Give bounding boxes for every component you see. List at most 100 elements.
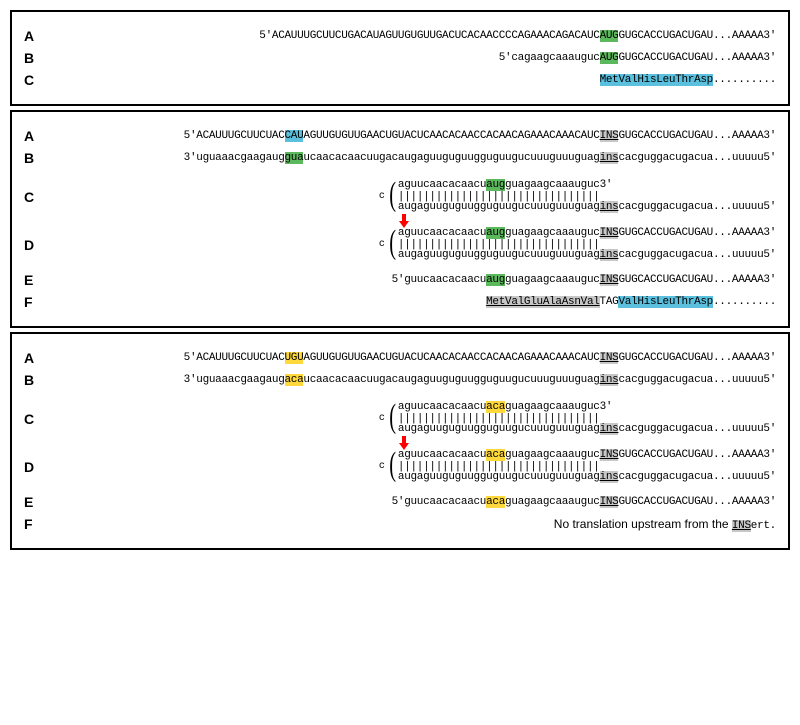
sequence-cell: 5'ACAUUUGCUUCUACUGUAGUUGUGUUGAACUGUACUCA…: [46, 352, 776, 364]
seq-segment: ins: [600, 471, 619, 483]
seq-segment: aug: [486, 179, 505, 191]
sequence-row: E5'guucaacacaacuacaguagaagcaaaugucINSGUG…: [24, 494, 776, 510]
seq-segment: aguucaacacaacu: [398, 449, 486, 461]
brace-c: c: [379, 239, 385, 250]
row-label: E: [24, 494, 46, 510]
seq-segment: ins: [600, 423, 619, 435]
seq-segment: AUG: [600, 52, 619, 64]
seq-segment: CAU: [285, 130, 304, 142]
brace-icon: (: [389, 448, 396, 482]
brace-c: c: [379, 461, 385, 472]
seq-segment: GUGCACCUGACUGAU...AAAAA3': [618, 496, 776, 508]
seq-segment: AUG: [600, 30, 619, 42]
sequence-cell: (caguucaacacaacuaugguagaagcaaauguc3'||||…: [46, 180, 776, 214]
seq-segment: INS: [600, 449, 619, 461]
row-label: C: [24, 72, 46, 88]
sequence-pair-row: C(caguucaacacaacuaugguagaagcaaauguc3'|||…: [24, 180, 776, 214]
seq-segment: ucaacacaacuugacaugaguuguguugguguugucuuug…: [303, 374, 599, 386]
sequence-cell: 3'uguaaacgaagaugacaucaacacaacuugacaugagu…: [46, 374, 776, 386]
brace-icon: (: [389, 178, 396, 212]
seq-segment: GUGCACCUGACUGAU...AAAAA3': [618, 52, 776, 64]
seq-segment: UGU: [285, 352, 304, 364]
sequence-row: A5'ACAUUUGCUUCUACUGUAGUUGUGUUGAACUGUACUC…: [24, 350, 776, 366]
brace-icon: (: [389, 226, 396, 260]
sequence-cell: MetValGluAlaAsnValTAGValHisLeuThrAsp....…: [46, 296, 776, 308]
seq-segment: augaguuguguugguguugucuuuguuuguag: [398, 423, 600, 435]
sequence-cell: 3'uguaaacgaagaugguaucaacacaacuugacaugagu…: [46, 152, 776, 164]
seq-segment: 5'cagaagcaaauguc: [499, 52, 600, 64]
arrow-icon: [398, 436, 410, 450]
pair-block: (caguucaacacaacuacaguagaagcaaaugucINSGUG…: [398, 450, 776, 484]
seq-segment: 5'guucaacacaacu: [392, 496, 487, 508]
seq-segment: aca: [486, 449, 505, 461]
pair-top: aguucaacacaacuacaguagaagcaaaugucINSGUGCA…: [398, 450, 776, 462]
seq-segment: cacguggacugacua...uuuuu5': [618, 471, 776, 483]
seq-segment: INS: [732, 520, 751, 532]
seq-segment: No translation upstream from the: [554, 517, 732, 531]
seq-segment: ins: [600, 201, 619, 213]
sequence-row: F No translation upstream from the INSert…: [24, 516, 776, 532]
pair-block: (caguucaacacaacuaugguagaagcaaaugucINSGUG…: [398, 228, 776, 262]
pair-bottom: augaguuguguugguguugucuuuguuuguaginscacgu…: [398, 202, 776, 214]
row-label: B: [24, 150, 46, 166]
seq-segment: cacguggacugacua...uuuuu5': [618, 249, 776, 261]
seq-segment: GUGCACCUGACUGAU...AAAAA3': [618, 227, 776, 239]
seq-segment: 5'ACAUUUGCUUCUGACAUAGUUGUGUUGACUCACAACCC…: [259, 30, 599, 42]
pair-block: (caguucaacacaacuaugguagaagcaaauguc3'||||…: [398, 180, 776, 214]
panel: A5'ACAUUUGCUUCUGACAUAGUUGUGUUGACUCACAACC…: [10, 10, 790, 106]
seq-segment: guagaagcaaauguc3': [505, 401, 612, 413]
sequence-cell: 5'guucaacacaacuaugguagaagcaaaugucINSGUGC…: [46, 274, 776, 286]
seq-segment: AGUUGUGUUGAACUGUACUCAACACAACCACAACAGAAAC…: [303, 352, 599, 364]
seq-segment: GUGCACCUGACUGAU...AAAAA3': [618, 30, 776, 42]
row-label: A: [24, 128, 46, 144]
sequence-row: B3'uguaaacgaagaugacaucaacacaacuugacaugag…: [24, 372, 776, 388]
seq-segment: ..........: [713, 74, 776, 86]
seq-segment: cacguggacugacua...uuuuu5': [618, 201, 776, 213]
seq-segment: aug: [486, 227, 505, 239]
sequence-cell: 5'guucaacacaacuacaguagaagcaaaugucINSGUGC…: [46, 496, 776, 508]
sequence-pair-row: D(caguucaacacaacuaugguagaagcaaaugucINSGU…: [24, 228, 776, 262]
sequence-cell: (caguucaacacaacuacaguagaagcaaauguc3'||||…: [46, 402, 776, 436]
pair-bottom: augaguuguguugguguugucuuuguuuguaginscacgu…: [398, 424, 776, 436]
pair-top: aguucaacacaacuaugguagaagcaaaugucINSGUGCA…: [398, 228, 776, 240]
seq-segment: aca: [285, 374, 304, 386]
row-label: F: [24, 294, 46, 310]
sequence-cell: ( c aguucaacacaacuacaguagaagcaaaugucINSGUG…: [46, 450, 776, 484]
seq-segment: guagaagcaaauguc: [505, 274, 600, 286]
seq-segment: guagaagcaaauguc: [505, 227, 600, 239]
seq-segment: guagaagcaaauguc3': [505, 179, 612, 191]
sequence-cell: MetValHisLeuThrAsp..........: [46, 74, 776, 86]
seq-segment: ..........: [713, 296, 776, 308]
seq-segment: INS: [600, 227, 619, 239]
seq-segment: 5'ACAUUUGCUUCUAC: [184, 352, 285, 364]
seq-segment: INS: [600, 352, 619, 364]
sequence-cell: 5'ACAUUUGCUUCUACCAUAGUUGUGUUGAACUGUACUCA…: [46, 130, 776, 142]
seq-segment: cacguggacugacua...uuuuu5': [618, 374, 776, 386]
sequence-cell: 5'ACAUUUGCUUCUGACAUAGUUGUGUUGACUCACAACCC…: [46, 30, 776, 42]
seq-segment: ert.: [751, 520, 776, 532]
seq-segment: INS: [600, 496, 619, 508]
row-label: B: [24, 372, 46, 388]
sequence-pair-row: C(caguucaacacaacuacaguagaagcaaauguc3'|||…: [24, 402, 776, 436]
sequence-row: B5'cagaagcaaaugucAUGGUGCACCUGACUGAU...AA…: [24, 50, 776, 66]
row-label: D: [24, 237, 46, 253]
sequence-pair-row: D(caguucaacacaacuacaguagaagcaaaugucINSGU…: [24, 450, 776, 484]
seq-segment: augaguuguguugguguugucuuuguuuguag: [398, 471, 600, 483]
pair-top: aguucaacacaacuacaguagaagcaaauguc3': [398, 402, 776, 414]
pair-bottom: augaguuguguugguguugucuuuguuuguaginscacgu…: [398, 250, 776, 262]
sequence-row: A5'ACAUUUGCUUCUACCAUAGUUGUGUUGAACUGUACUC…: [24, 128, 776, 144]
seq-segment: aguucaacacaacu: [398, 227, 486, 239]
seq-segment: AGUUGUGUUGAACUGUACUCAACACAACCACAACAGAAAC…: [303, 130, 599, 142]
seq-segment: 3'uguaaacgaagaug: [184, 152, 285, 164]
seq-segment: aca: [486, 401, 505, 413]
seq-segment: ucaacacaacuugacaugaguuguguugguguugucuuug…: [303, 152, 599, 164]
seq-segment: guagaagcaaauguc: [505, 496, 600, 508]
row-label: F: [24, 516, 46, 532]
figure-root: A 5'ACAUUUGCUUCUGACAUAGUUGUGUUGACUCACAACC…: [10, 10, 790, 550]
seq-segment: TAG: [600, 296, 619, 308]
seq-segment: ins: [600, 249, 619, 261]
seq-segment: aug: [486, 274, 505, 286]
seq-segment: ins: [600, 374, 619, 386]
panel: A5'ACAUUUGCUUCUACCAUAGUUGUGUUGAACUGUACUC…: [10, 110, 790, 328]
seq-segment: guagaagcaaauguc: [505, 449, 600, 461]
